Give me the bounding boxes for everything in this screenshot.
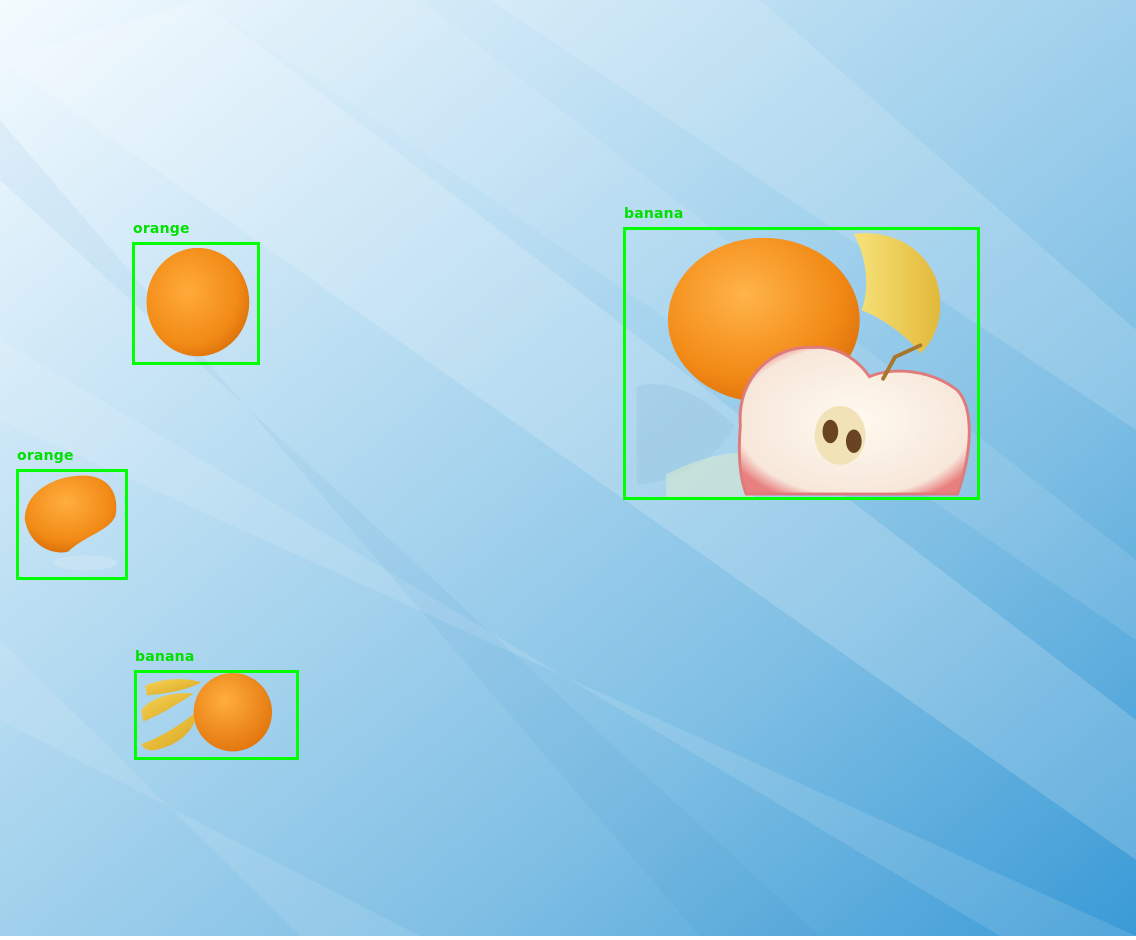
detection-label: banana — [624, 206, 684, 222]
light-stripe — [0, 0, 1136, 860]
detection-label: banana — [135, 649, 195, 665]
detection-label: orange — [133, 221, 190, 237]
banana-fruit-image — [141, 673, 273, 752]
orange-fruit-image — [24, 475, 118, 571]
fruit-group-image — [636, 233, 971, 497]
detection-box-banana-1: banana — [134, 649, 299, 760]
detection-box-banana-2: banana — [623, 206, 980, 500]
detection-box-orange-1: orange — [132, 221, 260, 365]
orange-fruit-image — [146, 247, 250, 357]
detection-label: orange — [17, 448, 74, 464]
detection-box-orange-2: orange — [16, 448, 128, 580]
light-stripe — [490, 0, 1136, 430]
